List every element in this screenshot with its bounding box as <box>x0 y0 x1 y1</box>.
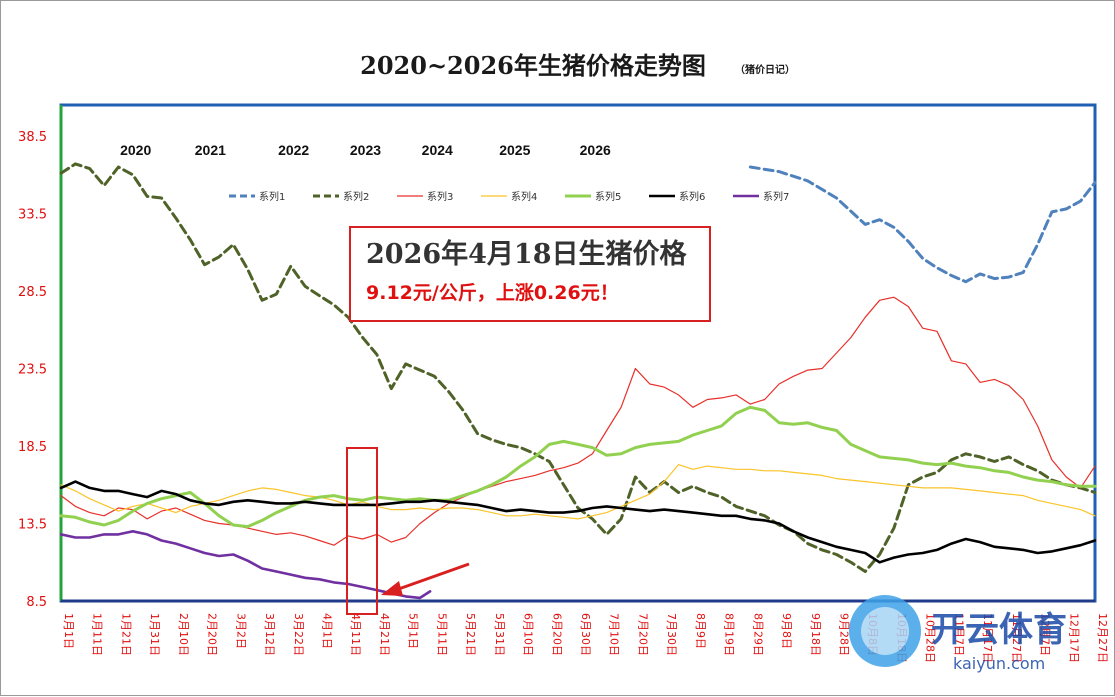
year-label: 2025 <box>499 142 530 158</box>
legend-label: 系列6 <box>679 190 705 203</box>
x-tick-label: 11月17日 <box>981 613 994 663</box>
series-line <box>59 405 1097 529</box>
x-tick-labels: 1月1日 1月11日 1月21日 1月31日 2月10日 2月20日 3月2日 3月12日 3月… <box>62 613 1109 663</box>
arrow-head <box>381 581 403 596</box>
watermark: 开云体育 kaiyun.com <box>849 595 1067 673</box>
x-tick-label: 9月8日 <box>780 613 793 649</box>
x-tick-label: 6月20日 <box>550 613 563 656</box>
x-tick-label: 11月7日 <box>952 613 965 656</box>
legend-label: 系列7 <box>763 190 789 203</box>
annotation-title: 2026年4月18日生猪价格 <box>366 238 688 270</box>
highlight-box <box>346 447 378 615</box>
year-label: 2022 <box>278 142 309 158</box>
legend-label: 系列3 <box>427 190 453 203</box>
x-tick-label: 2月10日 <box>177 613 190 656</box>
year-labels: 2020 2021 2022 2023 2024 2025 2026 <box>120 142 611 158</box>
legend-label: 系列4 <box>511 190 537 203</box>
year-label: 2021 <box>195 142 226 158</box>
year-label: 2026 <box>580 142 611 158</box>
series-line <box>60 464 1096 520</box>
x-tick-label: 12月17日 <box>1067 613 1080 663</box>
legend-label: 系列2 <box>343 190 369 203</box>
arrow-shaft <box>392 562 470 593</box>
watermark-url: kaiyun.com <box>953 654 1045 673</box>
x-tick-label: 5月1日 <box>407 613 420 649</box>
legend: 系列1 系列2 系列3 系列4 系列5 系列6 系列7 <box>229 190 789 203</box>
x-tick-label: 8月19日 <box>723 613 736 656</box>
watermark-brand: 开云体育 <box>931 610 1067 650</box>
y-tick-label: 33.5 <box>18 208 47 223</box>
y-tick-labels: 8.5 13.5 18.5 23.5 28.5 33.5 38.5 <box>18 130 47 610</box>
series-line <box>748 165 1097 284</box>
x-tick-label: 1月1日 <box>62 613 75 649</box>
x-tick-label: 12月7日 <box>1039 613 1052 656</box>
y-tick-label: 8.5 <box>26 595 47 610</box>
y-tick-label: 23.5 <box>18 363 47 378</box>
y-tick-label: 18.5 <box>18 440 47 455</box>
x-tick-label: 4月21日 <box>378 613 391 656</box>
y-tick-label: 38.5 <box>18 130 47 145</box>
watermark-logo-inner <box>861 607 909 655</box>
x-tick-label: 7月30日 <box>665 613 678 656</box>
x-tick-label: 5月31日 <box>493 613 506 656</box>
x-tick-label: 5月21日 <box>464 613 477 656</box>
x-tick-label: 1月21日 <box>119 613 132 656</box>
x-tick-label: 8月9日 <box>694 613 707 649</box>
series-line <box>59 162 1097 573</box>
x-tick-label: 9月18日 <box>809 613 822 656</box>
x-tick-label: 1月31日 <box>148 613 161 656</box>
annotation-box: 2026年4月18日生猪价格 9.12元/公斤，上涨0.26元！ <box>349 226 711 322</box>
chart-title: 2020~2026年生猪价格走势图 <box>360 51 706 80</box>
year-label: 2023 <box>350 142 381 158</box>
x-tick-label: 5月11日 <box>435 613 448 656</box>
x-tick-label: 4月1日 <box>321 613 334 649</box>
annotation-frame <box>349 226 711 322</box>
y-tick-label: 28.5 <box>18 285 47 300</box>
series-lines <box>59 162 1097 600</box>
x-tick-label: 10月28日 <box>924 613 937 663</box>
plot-area <box>59 103 1097 603</box>
x-tick-label: 3月22日 <box>292 613 305 656</box>
x-tick-label: 2月20日 <box>206 613 219 656</box>
x-tick-label: 8月29日 <box>751 613 764 656</box>
x-tick-label: 7月20日 <box>636 613 649 656</box>
year-label: 2020 <box>120 142 151 158</box>
annotation-subtitle: 9.12元/公斤，上涨0.26元！ <box>366 282 619 304</box>
watermark-logo <box>849 595 921 667</box>
x-tick-label: 9月28日 <box>838 613 851 656</box>
x-tick-label: 3月2日 <box>234 613 247 649</box>
x-tick-label: 6月30日 <box>579 613 592 656</box>
x-tick-label: 7月10日 <box>608 613 621 656</box>
chart-subtitle: （猪价日记） <box>735 63 795 76</box>
legend-label: 系列5 <box>595 190 621 203</box>
series-line <box>59 529 432 600</box>
y-tick-label: 13.5 <box>18 518 47 533</box>
x-tick-label: 12月27日 <box>1096 613 1109 663</box>
x-tick-label: 1月11日 <box>91 613 104 656</box>
x-tick-label: 11月27日 <box>1010 613 1023 663</box>
year-label: 2024 <box>422 142 453 158</box>
x-tick-label: 4月11日 <box>349 613 362 656</box>
x-tick-label: 6月10日 <box>522 613 535 656</box>
x-tick-label: 3月12日 <box>263 613 276 656</box>
series-line <box>59 480 1097 564</box>
legend-label: 系列1 <box>259 190 285 203</box>
